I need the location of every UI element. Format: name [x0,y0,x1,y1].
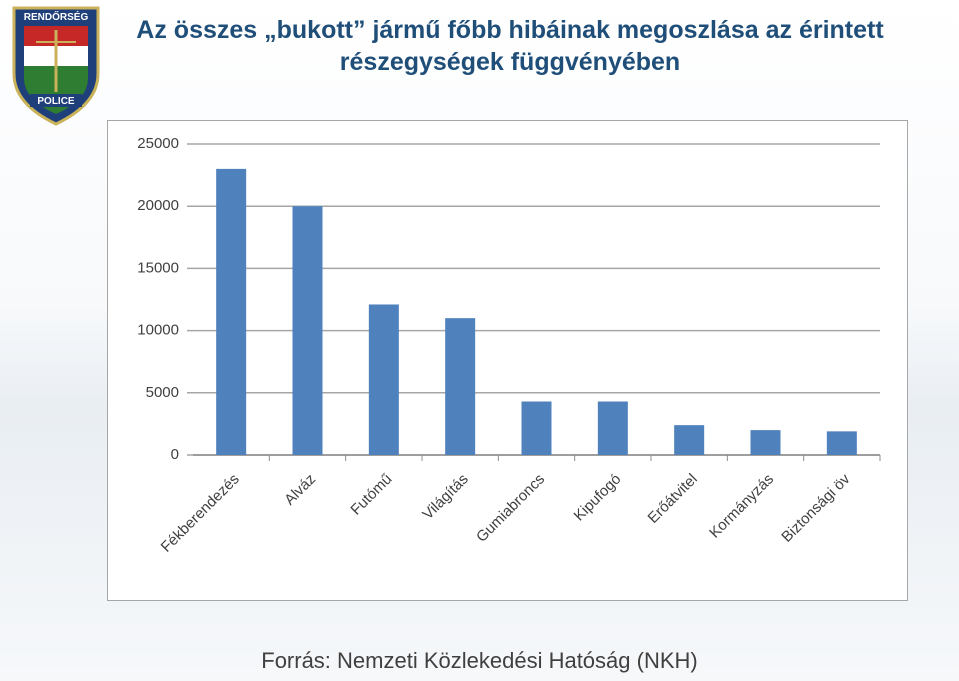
y-tick-label: 20000 [137,197,179,214]
y-tick-label: 0 [171,446,179,463]
police-logo: RENDŐRSÉG POLICE [12,6,100,126]
bar [750,430,781,455]
bar [826,431,857,455]
bar [597,401,628,455]
y-tick-label: 10000 [137,322,179,339]
logo-text: POLICE [37,96,75,107]
source-note: Forrás: Nemzeti Közlekedési Hatóság (NKH… [261,648,698,673]
bar [674,425,705,455]
chart-title: Az összes „bukott” jármű főbb hibáinak m… [136,16,884,76]
bar [368,304,399,455]
logo-band [30,94,82,107]
y-tick-label: 5000 [146,384,179,401]
bar [521,401,552,455]
logo-text: RENDŐRSÉG [24,10,89,23]
y-tick-label: 15000 [137,259,179,276]
y-tick-label: 25000 [137,135,179,152]
bar [445,318,476,455]
bar [292,206,323,455]
bar [216,168,247,455]
